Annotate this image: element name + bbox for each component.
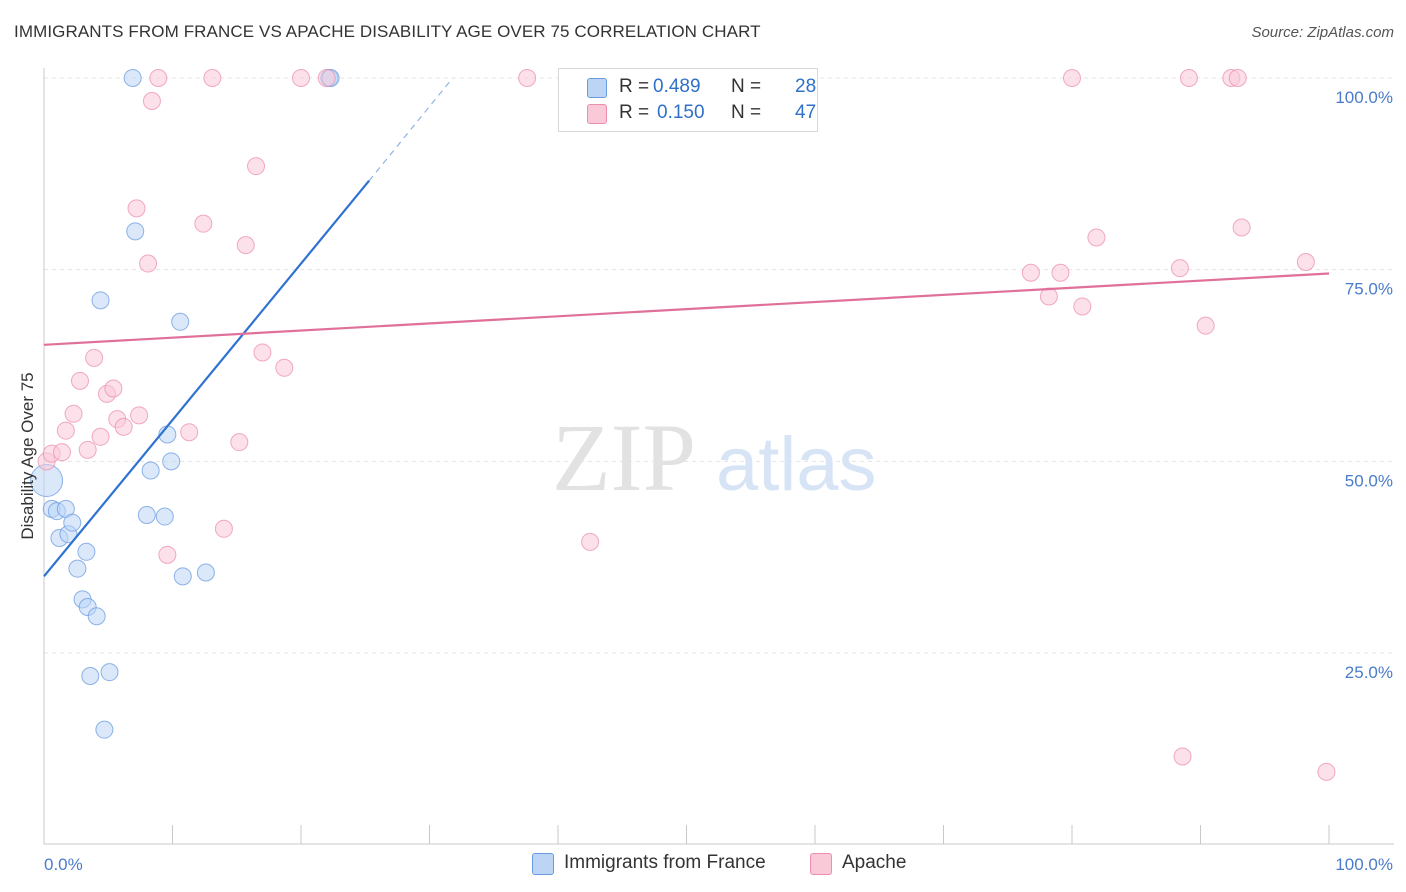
data-point xyxy=(171,312,190,331)
data-point xyxy=(1228,69,1247,87)
y-tick-label: 25.0% xyxy=(1345,663,1393,682)
tick-layer: 25.0% 50.0% 75.0% 100.0% 0.0% 100.0% xyxy=(43,88,1393,874)
trend-line xyxy=(43,272,1330,346)
watermark-zip: ZIP xyxy=(552,404,696,511)
legend-swatch-france xyxy=(587,78,607,98)
series-france-points xyxy=(30,69,340,739)
legend-r-label: R = xyxy=(619,76,650,97)
data-point xyxy=(141,461,160,480)
data-point xyxy=(85,348,104,367)
legend-r-value: 0.150 xyxy=(657,102,705,123)
data-point xyxy=(230,433,249,452)
data-point xyxy=(1296,253,1315,271)
data-point xyxy=(1051,263,1070,282)
data-point xyxy=(127,199,146,218)
data-point xyxy=(162,452,181,471)
data-point xyxy=(104,379,123,398)
y-tick-label: 100.0% xyxy=(1335,88,1393,107)
x-tick-label: 100.0% xyxy=(1335,855,1393,874)
data-point xyxy=(52,443,71,462)
data-point xyxy=(203,69,222,87)
data-point xyxy=(137,506,156,524)
series-apache-points xyxy=(37,69,1336,781)
data-point xyxy=(194,214,213,233)
data-point xyxy=(77,542,96,561)
data-point xyxy=(78,440,97,459)
data-point xyxy=(130,406,149,425)
data-point xyxy=(149,69,168,87)
legend-r-value: 0.489 xyxy=(653,76,701,97)
data-point xyxy=(1087,228,1106,247)
watermark: ZIP atlas xyxy=(552,404,877,511)
data-point xyxy=(518,69,537,87)
data-point xyxy=(180,423,199,442)
watermark-atlas: atlas xyxy=(716,422,877,507)
correlation-legend: R = 0.489 N = 28 R = 0.150 N = 47 xyxy=(558,68,818,132)
data-point xyxy=(87,607,106,626)
legend-n-value: 28 xyxy=(795,76,817,97)
data-point xyxy=(196,563,215,582)
legend-r-label: R = xyxy=(619,102,650,123)
data-point xyxy=(56,421,75,440)
data-point xyxy=(1232,218,1251,237)
data-point xyxy=(155,507,174,526)
data-point xyxy=(1196,316,1215,335)
data-point xyxy=(214,519,233,538)
data-point xyxy=(68,559,87,578)
data-point xyxy=(142,92,161,110)
trend-layer xyxy=(43,77,1330,578)
data-point xyxy=(275,358,294,377)
series-swatch-apache xyxy=(810,853,832,875)
data-point xyxy=(1179,69,1198,87)
data-point xyxy=(139,254,158,273)
data-point xyxy=(581,532,600,551)
y-tick-label: 75.0% xyxy=(1345,280,1393,299)
x-tick-label: 0.0% xyxy=(44,855,83,874)
legend-n-label: N = xyxy=(731,76,762,97)
data-point xyxy=(123,69,142,87)
data-point xyxy=(1021,263,1040,282)
series-swatch-france xyxy=(532,853,554,875)
trend-line-extension xyxy=(368,77,454,182)
data-point xyxy=(1317,762,1336,781)
data-point xyxy=(292,69,310,87)
data-point xyxy=(126,222,145,241)
legend-n-label: N = xyxy=(731,102,762,123)
source-credit: Source: ZipAtlas.com xyxy=(1251,24,1394,41)
data-point xyxy=(70,371,89,390)
chart-title: IMMIGRANTS FROM FRANCE VS APACHE DISABIL… xyxy=(14,22,761,41)
data-point xyxy=(114,417,133,436)
data-point xyxy=(63,513,82,532)
data-point xyxy=(91,427,110,446)
data-point xyxy=(1173,747,1192,766)
series-label-france: Immigrants from France xyxy=(564,852,766,873)
y-axis-label: Disability Age Over 75 xyxy=(18,372,37,539)
data-point xyxy=(253,343,272,362)
series-label-apache: Apache xyxy=(842,852,907,873)
y-tick-label: 50.0% xyxy=(1345,471,1393,490)
legend-n-value: 47 xyxy=(795,102,817,123)
data-point xyxy=(236,236,255,255)
data-point xyxy=(1170,259,1189,278)
data-point xyxy=(95,720,114,739)
data-point xyxy=(81,667,100,685)
trend-line xyxy=(43,180,370,578)
grid-layer xyxy=(44,77,1394,654)
points-layer xyxy=(30,69,1336,781)
data-point xyxy=(1039,287,1058,306)
data-point xyxy=(247,157,266,176)
data-point xyxy=(100,663,119,682)
data-point xyxy=(317,69,336,87)
data-point xyxy=(1073,297,1092,316)
data-point xyxy=(91,291,110,310)
data-point xyxy=(173,567,192,586)
data-point xyxy=(1063,69,1081,87)
data-point xyxy=(158,545,177,564)
legend-swatch-apache xyxy=(587,104,607,124)
data-point xyxy=(64,404,83,423)
